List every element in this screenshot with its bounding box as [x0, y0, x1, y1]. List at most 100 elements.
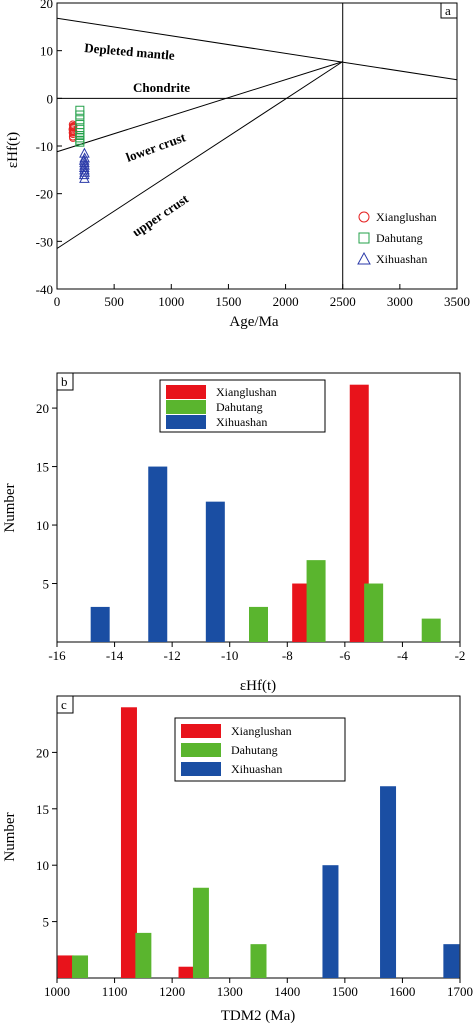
panel-c-legend-swatch-dahutang	[181, 743, 221, 757]
panel-c-xtick-label: 1000	[44, 984, 70, 999]
panel-a-ytick-label: -10	[36, 139, 53, 154]
panel-b-ytick-label: 5	[43, 577, 50, 592]
legend-marker-dahutang	[358, 232, 370, 244]
panel-b-legend-label-dahutang: Dahutang	[216, 400, 263, 414]
panel-c-ticks: 1000 1100 1200 1300 1400 1500 1600 1700 5 10 15 20	[36, 745, 473, 999]
panel-a-xtick-label: 500	[104, 294, 124, 309]
panel-c-xtick-label: 1500	[332, 984, 358, 999]
point-xihuashan	[79, 152, 90, 163]
panel-b-legend-swatch-dahutang	[166, 400, 206, 414]
bar-xihuashan	[322, 865, 339, 978]
annotation-upper-crust: upper crust	[129, 191, 191, 240]
panel-b-legend-label-xianglushan: Xianglushan	[216, 385, 277, 399]
panel-b-ytick-label: 20	[36, 401, 49, 416]
legend-label-xihuashan: Xihuashan	[376, 252, 427, 266]
bar-dahutang	[306, 560, 326, 642]
bar-xihuashan	[90, 606, 110, 642]
panel-b-xtick-label: -16	[48, 648, 66, 663]
bar-xianglushan	[120, 707, 137, 978]
legend-label-xianglushan: Xianglushan	[376, 210, 437, 224]
bar-xianglushan	[178, 966, 195, 978]
panel-a-xtick-label: 0	[54, 294, 61, 309]
reference-line-lower-crust	[56, 61, 343, 153]
panel-b-xtick-label: -2	[455, 648, 466, 663]
panel-b-histogram: -16 -14 -12 -10 -8 -6 -4 -2 5 10 15 20 b Xianglusha…	[2, 372, 465, 694]
panel-b-xtick-label: -12	[163, 648, 180, 663]
panel-b-xtick-label: -14	[106, 648, 124, 663]
panel-a-label: a	[445, 3, 451, 18]
legend-marker-xianglushan	[358, 211, 370, 223]
bar-xihuashan	[205, 501, 225, 642]
panel-a-ytick-label: 10	[40, 44, 53, 59]
point-xihuashan	[78, 169, 90, 180]
panel-b-bars	[90, 384, 441, 642]
bar-xianglushan	[292, 583, 312, 642]
panel-b-xtick-label: -8	[282, 648, 293, 663]
point-dahutang	[75, 135, 85, 145]
panel-a-ticks: 0 500 1000 1500 2000 2500 3000 3500 20 10 0 -10 -20 -…	[36, 0, 470, 309]
panel-b-legend-label-xihuashan: Xihuashan	[216, 415, 267, 429]
panel-c-xtick-label: 1700	[447, 984, 473, 999]
panel-c-legend-label-xihuashan: Xihuashan	[231, 762, 282, 776]
panel-c-legend-swatch-xihuashan	[181, 762, 221, 776]
panel-a-xtick-label: 3500	[444, 294, 470, 309]
panel-c-legend-label-xianglushan: Xianglushan	[231, 724, 292, 738]
panel-b-ticks: -16 -14 -12 -10 -8 -6 -4 -2 5 10 15 20	[36, 401, 465, 663]
annotation-depleted-mantle: Depleted mantle	[84, 40, 176, 63]
point-xihuashan	[78, 161, 90, 172]
bar-dahutang	[421, 618, 441, 642]
panel-c-ytick-label: 20	[36, 745, 49, 760]
panel-a-ytick-label: -20	[36, 187, 53, 202]
bar-xianglushan	[57, 955, 74, 978]
annotation-chondrite: Chondrite	[133, 80, 190, 95]
panel-c-xtick-label: 1300	[217, 984, 243, 999]
panel-b-xtick-label: -6	[339, 648, 350, 663]
reference-line-upper-crust	[56, 61, 343, 249]
panel-a-xtick-label: 2500	[330, 294, 356, 309]
panel-c-ytick-label: 15	[36, 802, 49, 817]
panel-c-legend-swatch-xianglushan	[181, 724, 221, 738]
point-xihuashan	[78, 154, 90, 165]
panel-a-xlabel: Age/Ma	[229, 314, 278, 330]
panel-b-legend-swatch-xianglushan	[166, 385, 206, 399]
panel-c-legend-label-dahutang: Dahutang	[231, 743, 278, 757]
panel-a-xtick-label: 3000	[387, 294, 413, 309]
panel-a-ytick-label: 20	[40, 0, 53, 11]
panel-a-label-box	[440, 2, 458, 19]
bar-xianglushan	[349, 384, 369, 642]
legend-label-dahutang: Dahutang	[376, 231, 423, 245]
point-dahutang	[75, 137, 85, 147]
panel-c-ytick-label: 10	[36, 858, 49, 873]
panel-a-reference-lines	[56, 3, 458, 289]
panel-a-points	[68, 105, 90, 183]
panel-c-ylabel: Number	[2, 812, 18, 861]
point-dahutang	[75, 115, 85, 125]
point-xihuashan	[79, 166, 90, 177]
point-xihuashan	[79, 172, 90, 183]
panel-a-xtick-label: 2000	[273, 294, 299, 309]
panel-c-xlabel: TDM2 (Ma)	[221, 1008, 296, 1024]
panel-b-xtick-label: -10	[221, 648, 238, 663]
panel-c-xtick-label: 1600	[389, 984, 415, 999]
bar-xihuashan	[380, 786, 397, 978]
panel-c-legend: Xianglushan Dahutang Xihuashan	[174, 717, 346, 782]
panel-c-xtick-label: 1100	[102, 984, 128, 999]
point-xihuashan	[79, 159, 90, 170]
panel-c-xtick-label: 1400	[274, 984, 300, 999]
panel-b-label: b	[61, 374, 68, 389]
panel-c-xtick-label: 1200	[159, 984, 185, 999]
annotation-lower-crust: lower crust	[124, 129, 188, 165]
panel-b-legend: Xianglushan Dahutang Xihuashan	[159, 379, 326, 433]
point-xihuashan	[79, 157, 90, 168]
bar-xihuashan	[148, 466, 168, 642]
reference-line-depleted-mantle	[56, 17, 458, 81]
panel-a-ytick-label: -40	[36, 282, 53, 297]
panel-c-ytick-label: 5	[43, 915, 50, 930]
panel-c-label: c	[61, 697, 67, 712]
panel-a-xtick-label: 1000	[158, 294, 184, 309]
panel-b-legend-swatch-xihuashan	[166, 415, 206, 429]
panel-a-scatter: 0 500 1000 1500 2000 2500 3000 3500 20 10 0 -10 -20 -…	[5, 0, 470, 330]
bar-dahutang	[249, 606, 268, 642]
panel-c-histogram: 1000 1100 1200 1300 1400 1500 1600 17005101520 …	[2, 695, 473, 1024]
panel-c-label-box	[56, 695, 74, 714]
